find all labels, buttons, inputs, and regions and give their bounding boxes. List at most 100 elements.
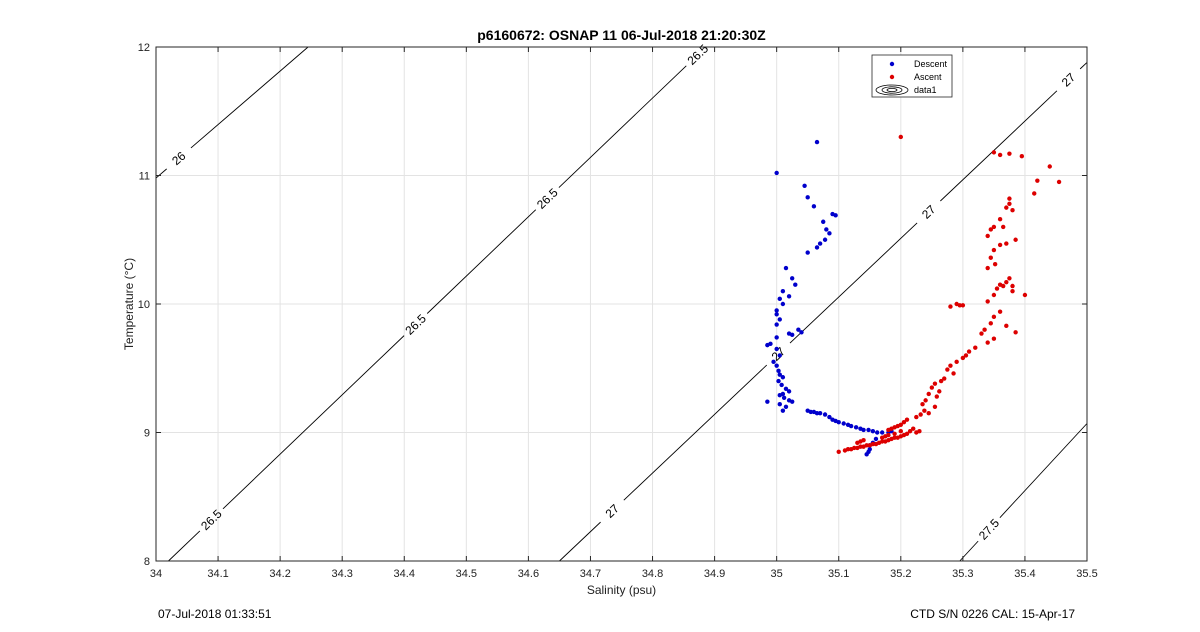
- ascent-point: [991, 314, 997, 320]
- ascent-point: [1007, 201, 1012, 206]
- ascent-point: [907, 429, 913, 434]
- ascent-point: [973, 345, 978, 350]
- legend: Descent Ascent data1: [871, 54, 953, 98]
- descent-point: [805, 195, 810, 200]
- density-contour-line: [558, 65, 687, 188]
- x-tick-label: 35.1: [828, 568, 849, 580]
- descent-point: [774, 363, 779, 368]
- ascent-point: [997, 152, 1003, 158]
- x-tick-label: 35: [771, 568, 783, 580]
- y-tick-label: 8: [144, 556, 150, 568]
- data-points: [765, 134, 1062, 457]
- x-tick-label: 34.4: [394, 568, 415, 580]
- descent-point: [783, 386, 789, 392]
- descent-point: [781, 395, 787, 401]
- x-tick-label: 35.5: [1076, 568, 1097, 580]
- ascent-point: [867, 443, 872, 448]
- x-tick-label: 34.5: [456, 568, 477, 580]
- ascent-point: [985, 340, 990, 345]
- descent-point: [827, 414, 832, 420]
- y-tick-label: 10: [138, 299, 150, 311]
- ascent-point: [934, 394, 939, 399]
- ascent-point: [942, 376, 947, 381]
- y-axis-ticks: 8 9 10 11 12: [138, 42, 1087, 568]
- ascent-point: [920, 402, 925, 407]
- ascent-point: [960, 303, 966, 308]
- contour-label: 26.5: [685, 41, 712, 67]
- density-contour-line: [222, 335, 405, 510]
- descent-point: [779, 382, 784, 388]
- descent-point: [783, 265, 789, 271]
- descent-point: [861, 427, 866, 433]
- ascent-point: [1004, 279, 1009, 285]
- descent-point: [866, 427, 871, 433]
- ascent-point: [929, 385, 935, 390]
- descent-point: [873, 436, 879, 442]
- density-contour-line: [1079, 62, 1088, 70]
- ascent-point: [892, 431, 897, 436]
- x-tick-label: 34.8: [642, 568, 663, 580]
- contour-label: 26.5: [198, 507, 225, 533]
- ascent-point: [914, 430, 919, 435]
- ascent-point: [982, 327, 987, 332]
- legend-label: Descent: [914, 59, 948, 69]
- grid: [155, 46, 1088, 562]
- ascent-point: [1004, 323, 1009, 329]
- density-contour-line: [940, 90, 1058, 202]
- x-tick-label: 35.3: [952, 568, 973, 580]
- ascent-point: [1047, 164, 1052, 169]
- descent-point: [774, 308, 779, 313]
- legend-contour-icon: [881, 86, 903, 94]
- contour-label: 26.5: [402, 311, 429, 337]
- descent-point: [789, 276, 795, 281]
- descent-point: [870, 429, 876, 434]
- ascent-point: [1004, 241, 1009, 246]
- descent-point: [848, 423, 854, 429]
- x-tick-label: 34.3: [331, 568, 352, 580]
- ascent-point: [922, 408, 927, 413]
- descent-point: [814, 245, 820, 250]
- ascent-point: [991, 247, 997, 253]
- ascent-point: [991, 292, 997, 298]
- legend-contour-icon: [886, 88, 898, 93]
- descent-point: [780, 375, 786, 380]
- contour-label: 27: [1059, 70, 1079, 90]
- ascent-point: [997, 282, 1003, 287]
- ascent-point: [988, 255, 993, 260]
- ascent-point: [951, 371, 956, 376]
- ascent-point: [898, 429, 903, 434]
- ascent-point: [997, 242, 1003, 248]
- ascent-point: [883, 439, 888, 444]
- ascent-point: [926, 391, 931, 397]
- density-contour-line: [190, 46, 309, 149]
- ascent-point: [985, 299, 990, 304]
- ascent-point: [1007, 196, 1012, 201]
- ascent-point: [886, 427, 891, 433]
- x-axis-label: Salinity (psu): [587, 583, 656, 597]
- ascent-point: [1019, 154, 1025, 159]
- ascent-point: [904, 417, 910, 422]
- descent-point: [836, 420, 841, 425]
- contour-label: 26: [169, 149, 188, 169]
- ascent-point: [948, 304, 953, 309]
- contour-label: 27: [603, 501, 623, 521]
- descent-point: [777, 393, 782, 398]
- descent-point: [821, 219, 826, 224]
- x-tick-label: 34: [150, 568, 162, 580]
- x-tick-label: 34.7: [580, 568, 601, 580]
- descent-point: [777, 296, 782, 302]
- contour-label: 26.5: [534, 185, 561, 211]
- timestamp-footer: 07-Jul-2018 01:33:51: [158, 607, 272, 621]
- ascent-point: [991, 336, 997, 341]
- descent-point: [777, 372, 782, 377]
- descent-point: [776, 368, 781, 374]
- contour-label: 27.5: [976, 516, 1002, 543]
- descent-point: [765, 399, 770, 404]
- descent-point: [822, 237, 828, 242]
- descent-point: [783, 404, 789, 409]
- density-contour-line: [559, 521, 601, 562]
- ascent-point: [991, 224, 997, 230]
- ascent-point: [1013, 237, 1018, 242]
- descent-point: [799, 330, 804, 335]
- density-contour-line: [155, 168, 167, 179]
